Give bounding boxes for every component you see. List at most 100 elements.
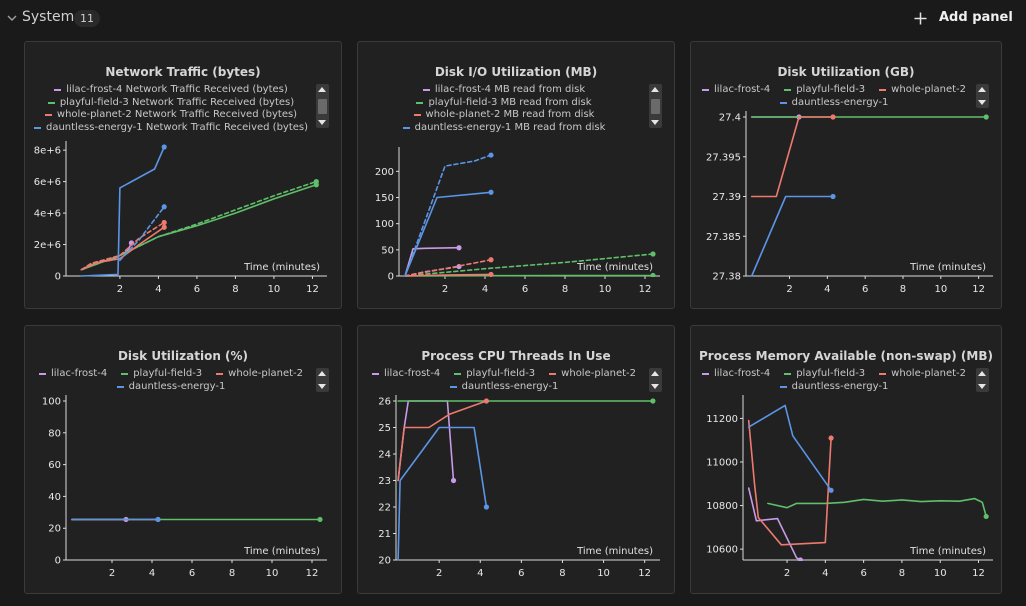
legend-swatch (121, 373, 129, 376)
legend-item[interactable]: dauntless-energy-1 (449, 380, 559, 394)
legend-item[interactable]: playful-field-3 Network Traffic Received… (47, 96, 295, 110)
legend-scroll-up-icon[interactable] (651, 371, 659, 376)
series-line-dashed-dauntless-energy-1 (119, 206, 165, 262)
legend-item[interactable]: dauntless-energy-1 (779, 97, 888, 110)
panel-cpu-threads[interactable]: Process CPU Threads In Use lilac-frost-4 p… (357, 325, 675, 594)
legend-item[interactable]: lilac-frost-4 MB read from disk (422, 84, 585, 97)
series-end-marker-whole-planet-2 (488, 257, 494, 263)
plot-area (71, 516, 323, 523)
legend-label: lilac-frost-4 (384, 368, 441, 379)
x-tick-label: 8 (562, 284, 568, 295)
legend-scroll-up-icon[interactable] (978, 371, 986, 376)
legend-item[interactable]: whole-planet-2 (216, 368, 303, 381)
legend-item[interactable]: dauntless-energy-1 Network Traffic Recei… (33, 122, 308, 135)
chart-disk-io[interactable]: 0 50 100 150 200 2 4 6 8 10 12 Time (minutes) (358, 42, 675, 309)
x-tick-label: 6 (862, 284, 868, 295)
legend-item[interactable]: whole-planet-2 (879, 84, 966, 97)
legend-scroll-down-icon[interactable] (651, 384, 659, 389)
y-tick-label: 200 (375, 167, 394, 178)
legend-item[interactable]: dauntless-energy-1 MB read from disk (402, 122, 605, 135)
panel-disk-util-pct[interactable]: Disk Utilization (%) lilac-frost-4 playful… (24, 325, 342, 594)
panel-title: Process Memory Available (non-swap) (MB) (699, 349, 993, 363)
chevron-down-icon[interactable] (6, 12, 18, 24)
legend-scroll-down-icon[interactable] (978, 100, 986, 105)
legend-item[interactable]: lilac-frost-4 Network Traffic Received (… (54, 84, 288, 97)
legend-scrollbar[interactable] (976, 368, 989, 392)
legend-item[interactable]: playful-field-3 (784, 368, 865, 381)
legend-swatch (416, 101, 424, 104)
x-tick-label: 8 (900, 284, 906, 295)
legend-item[interactable]: dauntless-energy-1 (779, 381, 888, 394)
legend-item[interactable]: whole-planet-2 (549, 368, 636, 381)
legend-item[interactable]: playful-field-3 (121, 368, 202, 381)
series-end-marker-lilac-frost-4 (456, 245, 462, 251)
legend-item[interactable]: lilac-frost-4 (372, 368, 440, 381)
legend-item[interactable]: lilac-frost-4 (39, 368, 107, 381)
legend-item[interactable]: playful-field-3 (454, 368, 535, 381)
chart-disk-util-gb[interactable]: 27.38 27.385 27.39 27.395 27.4 2 4 6 8 10 12 Time (… (691, 42, 1002, 309)
legend-scrollbar[interactable] (649, 368, 662, 392)
panel-disk-util-gb[interactable]: Disk Utilization (GB) lilac-frost-4 playfu… (690, 41, 1002, 309)
legend-scroll-up-icon[interactable] (318, 371, 326, 376)
chart-legend: lilac-frost-4 playful-field-3 whole-planet… (697, 368, 971, 393)
y-tick-label: 27.39 (712, 192, 741, 203)
series-end-marker-dauntless-energy-1 (161, 144, 167, 150)
legend-item[interactable]: whole-planet-2 (879, 368, 966, 381)
legend-scroll-down-icon[interactable] (978, 384, 986, 389)
legend-label: playful-field-3 (133, 368, 203, 379)
legend-swatch (549, 373, 557, 376)
x-tick-label: 12 (639, 284, 652, 295)
legend-scroll-down-icon[interactable] (318, 120, 326, 125)
legend-scroll-up-icon[interactable] (978, 87, 986, 92)
legend-item[interactable]: lilac-frost-4 (702, 368, 770, 381)
legend-label: dauntless-energy-1 (461, 380, 559, 392)
chart-network-traffic[interactable]: 0 2e+6 4e+6 6e+6 8e+6 2 4 6 8 10 12 Time (minutes) (25, 42, 342, 309)
chart-memory-available[interactable]: 10600 10800 11000 11200 2 4 6 8 10 12 Time (minute… (691, 326, 1002, 594)
section-title[interactable]: System (22, 9, 75, 25)
legend-item[interactable]: whole-planet-2 Network Traffic Received … (44, 109, 297, 122)
series-end-marker-dauntless-energy-1 (830, 193, 836, 200)
legend-item[interactable]: dauntless-energy-1 (116, 381, 225, 394)
legend-scroll-thumb[interactable] (318, 99, 327, 114)
legend-scroll-up-icon[interactable] (318, 87, 326, 92)
series-line-playful-field-3 (767, 497, 988, 518)
legend-scroll-thumb[interactable] (651, 99, 660, 114)
panel-memory-available[interactable]: Process Memory Available (non-swap) (MB)… (690, 325, 1002, 594)
y-tick-label: 25 (378, 423, 391, 434)
legend-swatch (216, 373, 224, 376)
panel-disk-io[interactable]: Disk I/O Utilization (MB) lilac-frost-4 M… (357, 41, 675, 309)
y-tick-label: 4e+6 (34, 209, 61, 220)
series-end-marker-playful-field-3 (650, 272, 656, 277)
legend-item[interactable]: playful-field-3 MB read from disk (416, 97, 592, 110)
panel-title: Disk Utilization (%) (117, 349, 249, 363)
legend-swatch (879, 89, 887, 92)
chart-legend: lilac-frost-4 playful-field-3 whole-planet… (31, 368, 311, 393)
legend-scrollbar[interactable] (649, 84, 662, 128)
x-tick-label: 4 (482, 284, 488, 295)
legend-label: playful-field-3 Network Traffic Received… (59, 96, 295, 108)
legend-label: lilac-frost-4 (51, 368, 108, 379)
legend-scrollbar[interactable] (316, 368, 329, 392)
series-line-dashed-dauntless-energy-1 (404, 154, 492, 277)
legend-label: lilac-frost-4 (714, 84, 771, 95)
legend-scroll-down-icon[interactable] (651, 120, 659, 125)
x-tick-label: 8 (899, 568, 905, 579)
x-tick-label: 8 (229, 568, 235, 579)
series-line-dauntless-energy-1 (750, 195, 834, 277)
chart-disk-util-pct[interactable]: 0 20 40 60 80 100 2 4 6 8 10 12 Time (minutes) (25, 326, 342, 594)
legend-item[interactable]: playful-field-3 (784, 84, 865, 97)
series-end-marker-playful-field-3 (650, 251, 656, 257)
legend-scrollbar[interactable] (976, 84, 989, 108)
legend-item[interactable]: whole-planet-2 MB read from disk (413, 109, 594, 122)
legend-item[interactable]: lilac-frost-4 (702, 84, 770, 97)
legend-swatch (54, 89, 62, 92)
legend-scroll-up-icon[interactable] (651, 87, 659, 92)
legend-scroll-down-icon[interactable] (318, 384, 326, 389)
legend-scrollbar[interactable] (316, 84, 329, 128)
y-tick-label: 21 (378, 529, 391, 540)
panel-network-traffic[interactable]: Network Traffic (bytes) lilac-frost-4 Net… (24, 41, 342, 309)
legend-swatch (779, 385, 787, 388)
x-tick-label: 8 (559, 568, 565, 579)
series-line-lilac-frost-4 (747, 487, 802, 561)
